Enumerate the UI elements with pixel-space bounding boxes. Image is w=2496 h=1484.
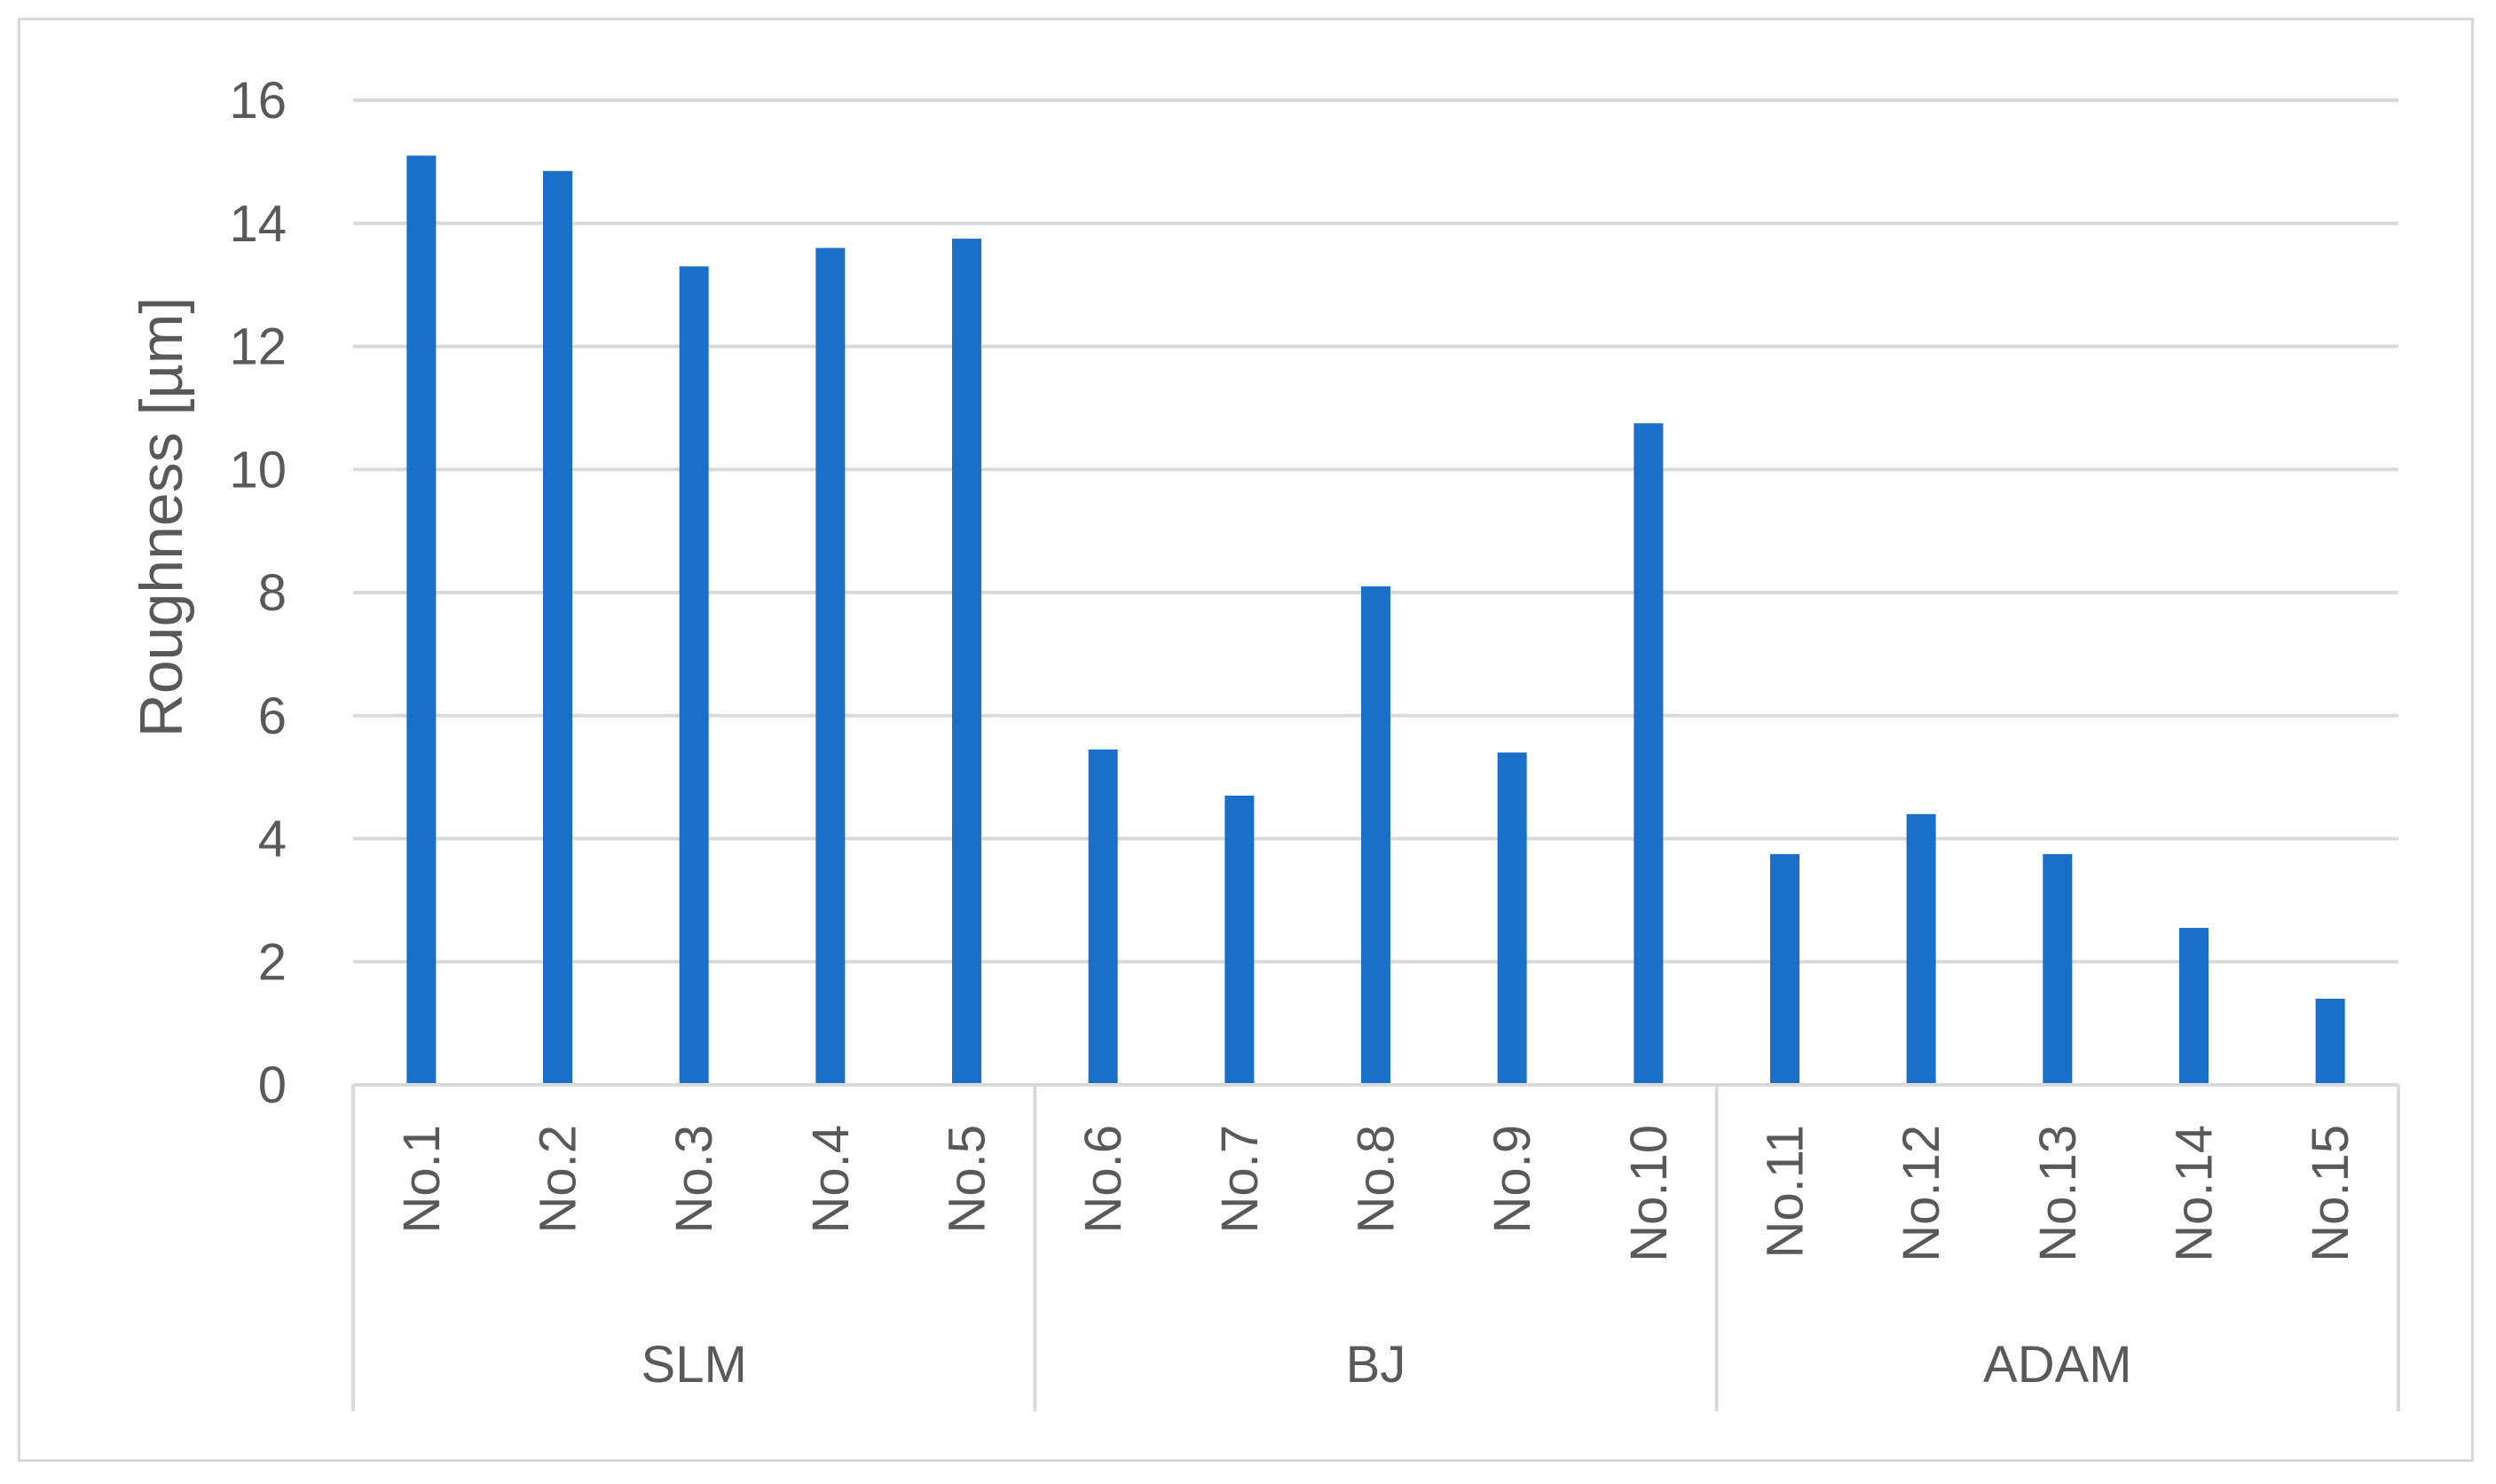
x-category-labels: No.1 No.2 No.3 No.4 No.5 No.6 No.7 No.8 No.9 No.1…: [393, 1125, 2359, 1262]
group-label: BJ: [1346, 1336, 1406, 1394]
x-tick-label: No.14: [2166, 1125, 2224, 1262]
bar: [679, 266, 709, 1085]
chart-frame: 0 2 4 6 8 10 12 14 16 No.1 No.2 No.3 No.4 No.5 No.6 No…: [18, 18, 2474, 1462]
bar: [406, 155, 437, 1085]
bar: [1770, 853, 1799, 1085]
y-tick-label: 14: [229, 195, 287, 253]
x-tick-label: No.13: [2029, 1125, 2087, 1262]
y-tick-label: 10: [229, 441, 287, 499]
bar: [1634, 423, 1664, 1085]
x-tick-label: No.12: [1893, 1125, 1950, 1262]
bar: [543, 170, 572, 1085]
bar: [1361, 586, 1390, 1085]
bar: [2315, 998, 2345, 1085]
x-tick-label: No.11: [1757, 1125, 1815, 1258]
x-tick-label: No.10: [1620, 1125, 1678, 1262]
x-tick-label: No.6: [1075, 1125, 1132, 1234]
y-axis-title: Roughness [µm]: [128, 297, 195, 738]
x-tick-label: No.3: [665, 1125, 723, 1234]
y-tick-label: 4: [258, 811, 287, 868]
x-tick-label: No.9: [1484, 1125, 1541, 1234]
x-tick-label: No.2: [530, 1125, 587, 1234]
group-label: ADAM: [1983, 1336, 2132, 1394]
y-tick-label: 8: [258, 564, 287, 622]
group-label: SLM: [642, 1336, 747, 1394]
bar: [1088, 749, 1118, 1085]
y-tick-label: 2: [258, 933, 287, 991]
bar: [952, 239, 981, 1085]
bar: [2179, 928, 2209, 1085]
x-group-labels: SLM BJ ADAM: [642, 1336, 2132, 1394]
y-tick-labels: 0 2 4 6 8 10 12 14 16: [229, 72, 287, 1114]
x-tick-label: No.8: [1348, 1125, 1405, 1234]
y-tick-label: 16: [229, 72, 287, 130]
x-tick-label: No.15: [2302, 1125, 2359, 1262]
y-tick-label: 0: [258, 1056, 287, 1114]
y-tick-label: 12: [229, 318, 287, 376]
bar: [2043, 853, 2073, 1085]
y-tick-label: 6: [258, 687, 287, 745]
x-tick-label: No.7: [1211, 1125, 1269, 1234]
x-tick-label: No.5: [939, 1125, 996, 1234]
x-tick-label: No.4: [802, 1125, 860, 1234]
bar: [1224, 795, 1255, 1085]
bar: [1497, 752, 1527, 1085]
bar: [1906, 813, 1936, 1085]
bars: [406, 155, 2345, 1085]
x-tick-label: No.1: [393, 1125, 451, 1234]
x-axis: [351, 1083, 2400, 1411]
bar: [815, 247, 846, 1085]
